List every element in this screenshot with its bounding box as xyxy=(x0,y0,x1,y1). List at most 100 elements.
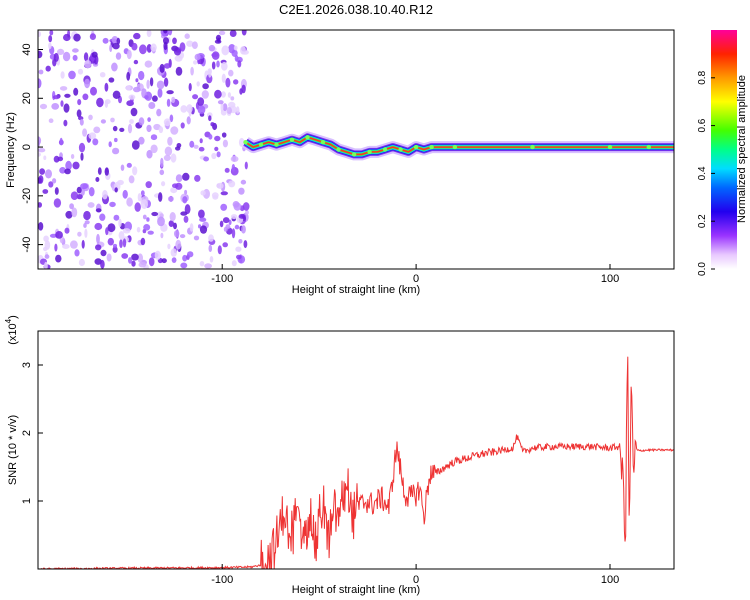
noise-blob xyxy=(59,86,68,91)
noise-blob xyxy=(108,141,112,148)
noise-blob xyxy=(230,96,235,101)
noise-blob xyxy=(180,211,188,216)
noise-blob xyxy=(235,246,242,252)
noise-blob xyxy=(150,134,158,141)
noise-blob xyxy=(95,177,100,182)
noise-blob xyxy=(189,140,195,148)
noise-blob xyxy=(94,258,102,265)
noise-blob xyxy=(60,71,65,79)
noise-blob xyxy=(78,142,86,153)
noise-blob xyxy=(131,253,139,261)
noise-blob xyxy=(237,60,242,68)
noise-blob xyxy=(108,77,115,83)
noise-blob xyxy=(192,94,199,100)
noise-blob xyxy=(208,115,212,122)
noise-blob xyxy=(73,33,81,42)
noise-blob xyxy=(208,244,213,252)
noise-blob xyxy=(105,227,109,236)
noise-blob xyxy=(182,196,188,204)
noise-blob xyxy=(119,239,123,249)
noise-blob xyxy=(88,132,97,140)
y-tick-label: 20 xyxy=(21,92,33,104)
noise-blob xyxy=(72,48,79,53)
noise-blob xyxy=(131,42,138,51)
noise-blob xyxy=(70,240,78,249)
noise-blob xyxy=(118,231,125,240)
x-tick-label: -100 xyxy=(211,273,233,285)
noise-blob xyxy=(142,214,147,220)
noise-blob xyxy=(80,152,84,161)
noise-blob xyxy=(183,215,189,223)
noise-blob xyxy=(175,174,183,183)
noise-blob xyxy=(163,63,171,69)
noise-blob xyxy=(152,95,158,102)
noise-blob xyxy=(122,228,131,234)
noise-blob xyxy=(211,61,216,70)
noise-blob xyxy=(175,239,182,250)
noise-blob xyxy=(180,262,188,269)
noise-blob xyxy=(221,132,227,138)
noise-blob xyxy=(130,107,138,117)
noise-blob xyxy=(222,217,230,224)
noise-blob xyxy=(53,198,62,208)
noise-blob xyxy=(63,103,70,113)
x-tick-label: 100 xyxy=(601,574,619,586)
noise-blob xyxy=(172,37,177,45)
spectrogram-panel: -100 0 100 -40 -20 0 20 40 Height of straight l… xyxy=(5,29,675,296)
noise-blob xyxy=(95,208,102,213)
noise-blob xyxy=(81,239,85,249)
noise-blob xyxy=(168,30,173,36)
noise-blob xyxy=(131,260,136,267)
noise-blob xyxy=(62,244,70,249)
noise-blob xyxy=(221,73,226,84)
noise-blob xyxy=(150,43,157,52)
noise-blob xyxy=(126,197,133,207)
noise-blob xyxy=(71,207,78,218)
noise-blob xyxy=(207,112,213,118)
noise-blob xyxy=(38,152,41,157)
noise-blob xyxy=(148,102,156,109)
ridge-point xyxy=(367,149,372,155)
ridge-point xyxy=(398,147,403,152)
noise-blob xyxy=(95,244,102,251)
noise-blob xyxy=(112,243,118,248)
noise-blob xyxy=(245,210,249,215)
noise-blob xyxy=(127,123,133,134)
noise-blob xyxy=(219,220,224,228)
noise-blob xyxy=(220,91,226,98)
noise-blob xyxy=(228,44,236,54)
noise-blob xyxy=(210,122,215,127)
noise-blob xyxy=(94,222,103,231)
noise-blob xyxy=(138,70,145,81)
noise-blob xyxy=(84,220,90,225)
noise-blob xyxy=(225,77,231,88)
noise-blob xyxy=(38,31,42,37)
noise-blob xyxy=(145,181,152,189)
figure-title: C2E1.2026.038.10.40.R12 xyxy=(279,2,433,17)
noise-blob xyxy=(38,136,42,145)
noise-blob xyxy=(146,30,152,38)
noise-blob xyxy=(186,40,194,47)
noise-blob xyxy=(180,122,185,129)
noise-blob xyxy=(138,136,145,145)
noise-blob xyxy=(159,63,165,73)
noise-blob xyxy=(163,118,171,127)
noise-blob xyxy=(116,37,121,45)
noise-blob xyxy=(121,253,129,259)
ridge-point xyxy=(646,144,651,150)
noise-blob xyxy=(69,203,74,210)
noise-blob xyxy=(179,234,186,239)
noise-blob xyxy=(188,83,192,92)
noise-blob xyxy=(68,70,76,80)
noise-blob xyxy=(83,52,89,62)
noise-blob xyxy=(119,127,125,132)
noise-blob xyxy=(109,201,116,208)
noise-blob xyxy=(186,116,191,125)
noise-blob xyxy=(230,156,239,162)
noise-blob xyxy=(111,62,118,72)
colorbar-gradient xyxy=(711,30,737,269)
noise-blob xyxy=(137,253,143,263)
noise-blob xyxy=(100,249,107,257)
noise-blob xyxy=(88,114,93,121)
noise-blob xyxy=(80,183,89,190)
